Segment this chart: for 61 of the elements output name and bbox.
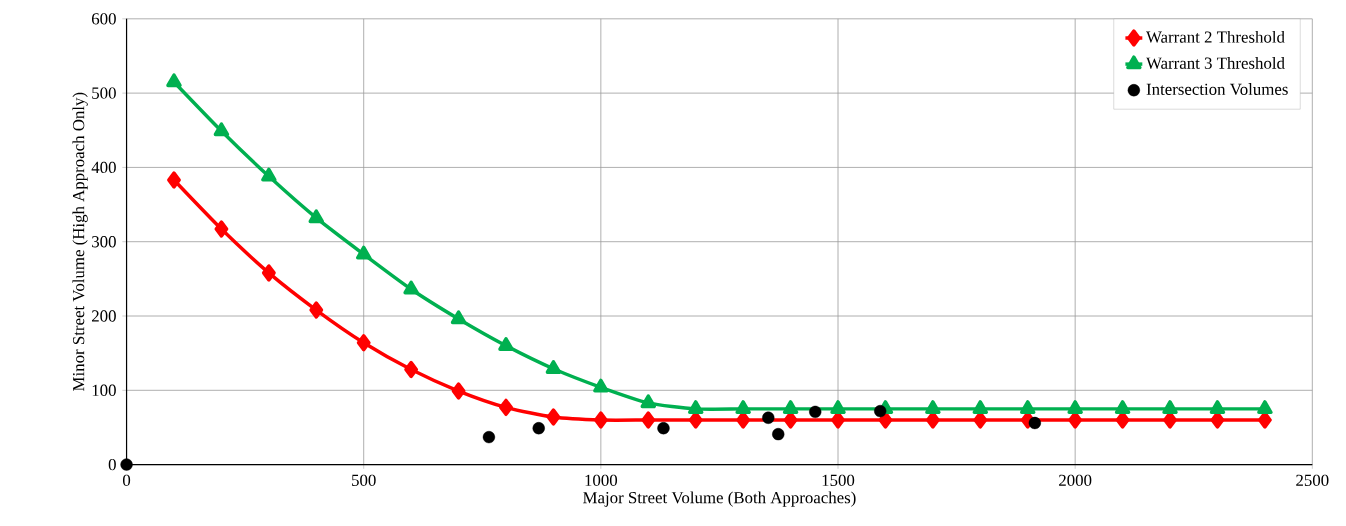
point <box>657 422 670 435</box>
point <box>532 422 545 435</box>
x-tick-label: 2000 <box>1059 474 1092 487</box>
y-tick-label: 100 <box>92 384 116 396</box>
point <box>593 411 608 429</box>
point <box>309 301 324 319</box>
legend-label: Warrant 2 Threshold <box>1146 30 1285 43</box>
point <box>482 430 496 444</box>
point <box>403 280 419 295</box>
point <box>308 209 325 224</box>
legend-label: Intersection Volumes <box>1146 83 1288 96</box>
point <box>499 398 513 417</box>
x-tick-label: 2500 <box>1296 474 1329 487</box>
x-axis-title: Major Street Volume (Both Approaches) <box>583 491 856 507</box>
point <box>261 264 276 282</box>
point <box>1114 400 1131 415</box>
legend-label: Warrant 3 Threshold <box>1146 57 1285 69</box>
point <box>450 310 467 325</box>
y-tick-label: 0 <box>108 458 116 471</box>
point <box>213 122 230 137</box>
x-tick-label: 0 <box>122 474 131 487</box>
point <box>762 411 775 424</box>
y-tick-label: 600 <box>91 13 116 25</box>
point <box>640 394 657 409</box>
point <box>355 245 372 260</box>
y-tick-label: 500 <box>92 87 116 99</box>
point <box>772 427 785 441</box>
point <box>735 400 751 415</box>
y-axis-title: Minor Street Volume (High Approach Only) <box>72 92 88 391</box>
point <box>498 337 514 351</box>
point <box>1019 400 1036 415</box>
point <box>545 360 562 374</box>
y-tick-label: 300 <box>92 236 116 248</box>
point <box>874 404 887 418</box>
point <box>356 334 371 352</box>
y-tick-label: 200 <box>92 310 116 322</box>
x-tick-label: 500 <box>352 474 376 487</box>
point <box>687 400 704 415</box>
point <box>809 405 822 418</box>
point <box>782 400 799 415</box>
y-tick-label: 400 <box>91 161 116 174</box>
point <box>451 382 466 400</box>
point <box>261 167 277 182</box>
point <box>166 73 182 88</box>
point <box>972 400 989 415</box>
point <box>1067 400 1083 415</box>
point <box>593 378 609 393</box>
point <box>1162 400 1178 415</box>
point <box>1028 416 1041 430</box>
point <box>1257 400 1273 415</box>
point <box>546 408 561 426</box>
point <box>404 360 419 379</box>
x-tick-label: 1000 <box>585 474 618 487</box>
point <box>641 411 656 429</box>
point <box>167 171 181 189</box>
point <box>925 400 941 415</box>
point <box>214 220 229 238</box>
point <box>120 458 133 471</box>
point <box>830 400 846 415</box>
point <box>1209 400 1226 415</box>
x-tick-label: 1500 <box>822 474 855 487</box>
